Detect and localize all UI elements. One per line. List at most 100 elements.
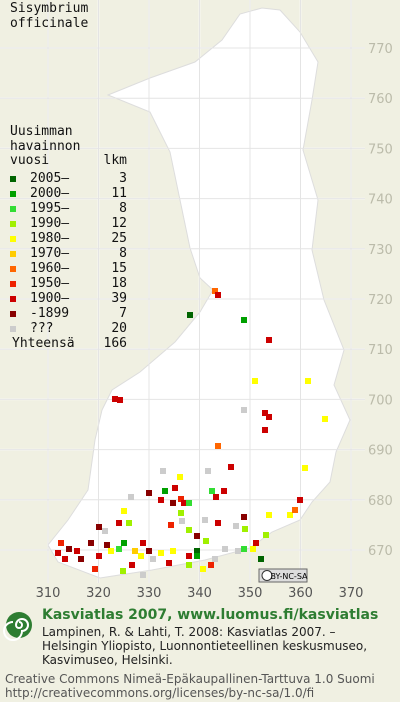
legend-label: 2000– [30, 186, 69, 201]
citation: Lampinen, R. & Lahti, T. 2008: Kasviatla… [42, 625, 336, 639]
observation-square [212, 288, 218, 294]
legend-count: 12 [111, 216, 127, 231]
observation-square [262, 427, 268, 433]
observation-square [263, 532, 269, 538]
citation: Helsingin Yliopisto, Luonnontieteellinen… [42, 639, 367, 653]
observation-square [74, 548, 80, 554]
observation-square [186, 527, 192, 533]
observation-square [88, 540, 94, 546]
legend-swatch [10, 236, 16, 242]
observation-square [235, 548, 241, 554]
observation-square [92, 566, 98, 572]
legend-label: ??? [30, 321, 53, 336]
legend-label: 1995– [30, 201, 69, 216]
observation-square [120, 568, 126, 574]
observation-square [160, 468, 166, 474]
legend-swatch [10, 296, 16, 302]
legend-swatch [10, 311, 16, 317]
y-tick-label: 710 [368, 343, 393, 358]
citation: Kasvimuseo, Helsinki. [42, 653, 173, 667]
x-tick-label: 320 [86, 586, 111, 601]
observation-square [292, 507, 298, 513]
x-tick-label: 360 [288, 586, 313, 601]
legend-swatch [10, 251, 16, 257]
observation-square [266, 414, 272, 420]
observation-square [178, 510, 184, 516]
y-tick-label: 690 [368, 444, 393, 459]
observation-square [305, 378, 311, 384]
title-line: officinale [10, 16, 88, 31]
legend-label: 1990– [30, 216, 69, 231]
observation-square [258, 556, 264, 562]
observation-square [252, 378, 258, 384]
observation-square [181, 500, 187, 506]
observation-square [168, 522, 174, 528]
observation-square [209, 488, 215, 494]
legend-label: -1899 [30, 306, 69, 321]
observation-square [166, 560, 172, 566]
grid-overlay [0, 0, 365, 583]
observation-square [222, 546, 228, 552]
legend-label: 2005– [30, 171, 69, 186]
observation-square [200, 566, 206, 572]
legend-swatch [10, 206, 16, 212]
observation-square [78, 556, 84, 562]
legend-total-label: Yhteensä [12, 336, 75, 351]
observation-square [215, 443, 221, 449]
observation-square [129, 562, 135, 568]
observation-square [241, 407, 247, 413]
observation-square [215, 520, 221, 526]
license: Creative Commons Nimeä-Epäkaupallinen-Ta… [5, 672, 375, 686]
x-tick-label: 370 [339, 586, 364, 601]
logo-circle [6, 612, 32, 638]
observation-square [112, 396, 118, 402]
observation-square [66, 546, 72, 552]
observation-square [162, 488, 168, 494]
observation-square [202, 517, 208, 523]
observation-square [322, 416, 328, 422]
observation-square [186, 553, 192, 559]
legend-count: 20 [111, 321, 127, 336]
observation-square [140, 572, 146, 578]
title-line: Sisymbrium [10, 1, 88, 16]
legend-count: 7 [119, 306, 127, 321]
observation-square [228, 464, 234, 470]
observation-square [266, 337, 272, 343]
legend-heading: havainnon [10, 139, 80, 154]
license: http://creativecommons.org/licenses/by-n… [5, 686, 314, 700]
y-tick-label: 750 [368, 142, 393, 157]
observation-square [150, 556, 156, 562]
legend-swatch [10, 221, 16, 227]
observations [55, 288, 328, 578]
x-tick-label: 330 [137, 586, 162, 601]
observation-square [194, 553, 200, 559]
y-tick-label: 770 [368, 42, 393, 57]
observation-square [297, 497, 303, 503]
y-tick-label: 730 [368, 243, 393, 258]
legend-count: 8 [119, 246, 127, 261]
observation-square [208, 562, 214, 568]
cc-icon [261, 570, 273, 581]
legend-count: 3 [119, 171, 127, 186]
observation-square [266, 512, 272, 518]
legend-col: vuosi [10, 153, 49, 168]
observation-square [179, 518, 185, 524]
legend-col: lkm [104, 153, 128, 168]
legend-count: 15 [111, 261, 127, 276]
observation-square [186, 500, 192, 506]
observation-square [96, 553, 102, 559]
license-badge: BY-NC-SA [258, 568, 308, 583]
observation-square [96, 524, 102, 530]
legend-swatch [10, 266, 16, 272]
y-tick-label: 700 [368, 393, 393, 408]
observation-square [55, 550, 61, 556]
observation-square [146, 548, 152, 554]
legend-count: 11 [111, 186, 127, 201]
observation-square [104, 542, 110, 548]
observation-square [302, 465, 308, 471]
observation-square [146, 490, 152, 496]
observation-square [187, 312, 193, 318]
observation-square [233, 523, 239, 529]
